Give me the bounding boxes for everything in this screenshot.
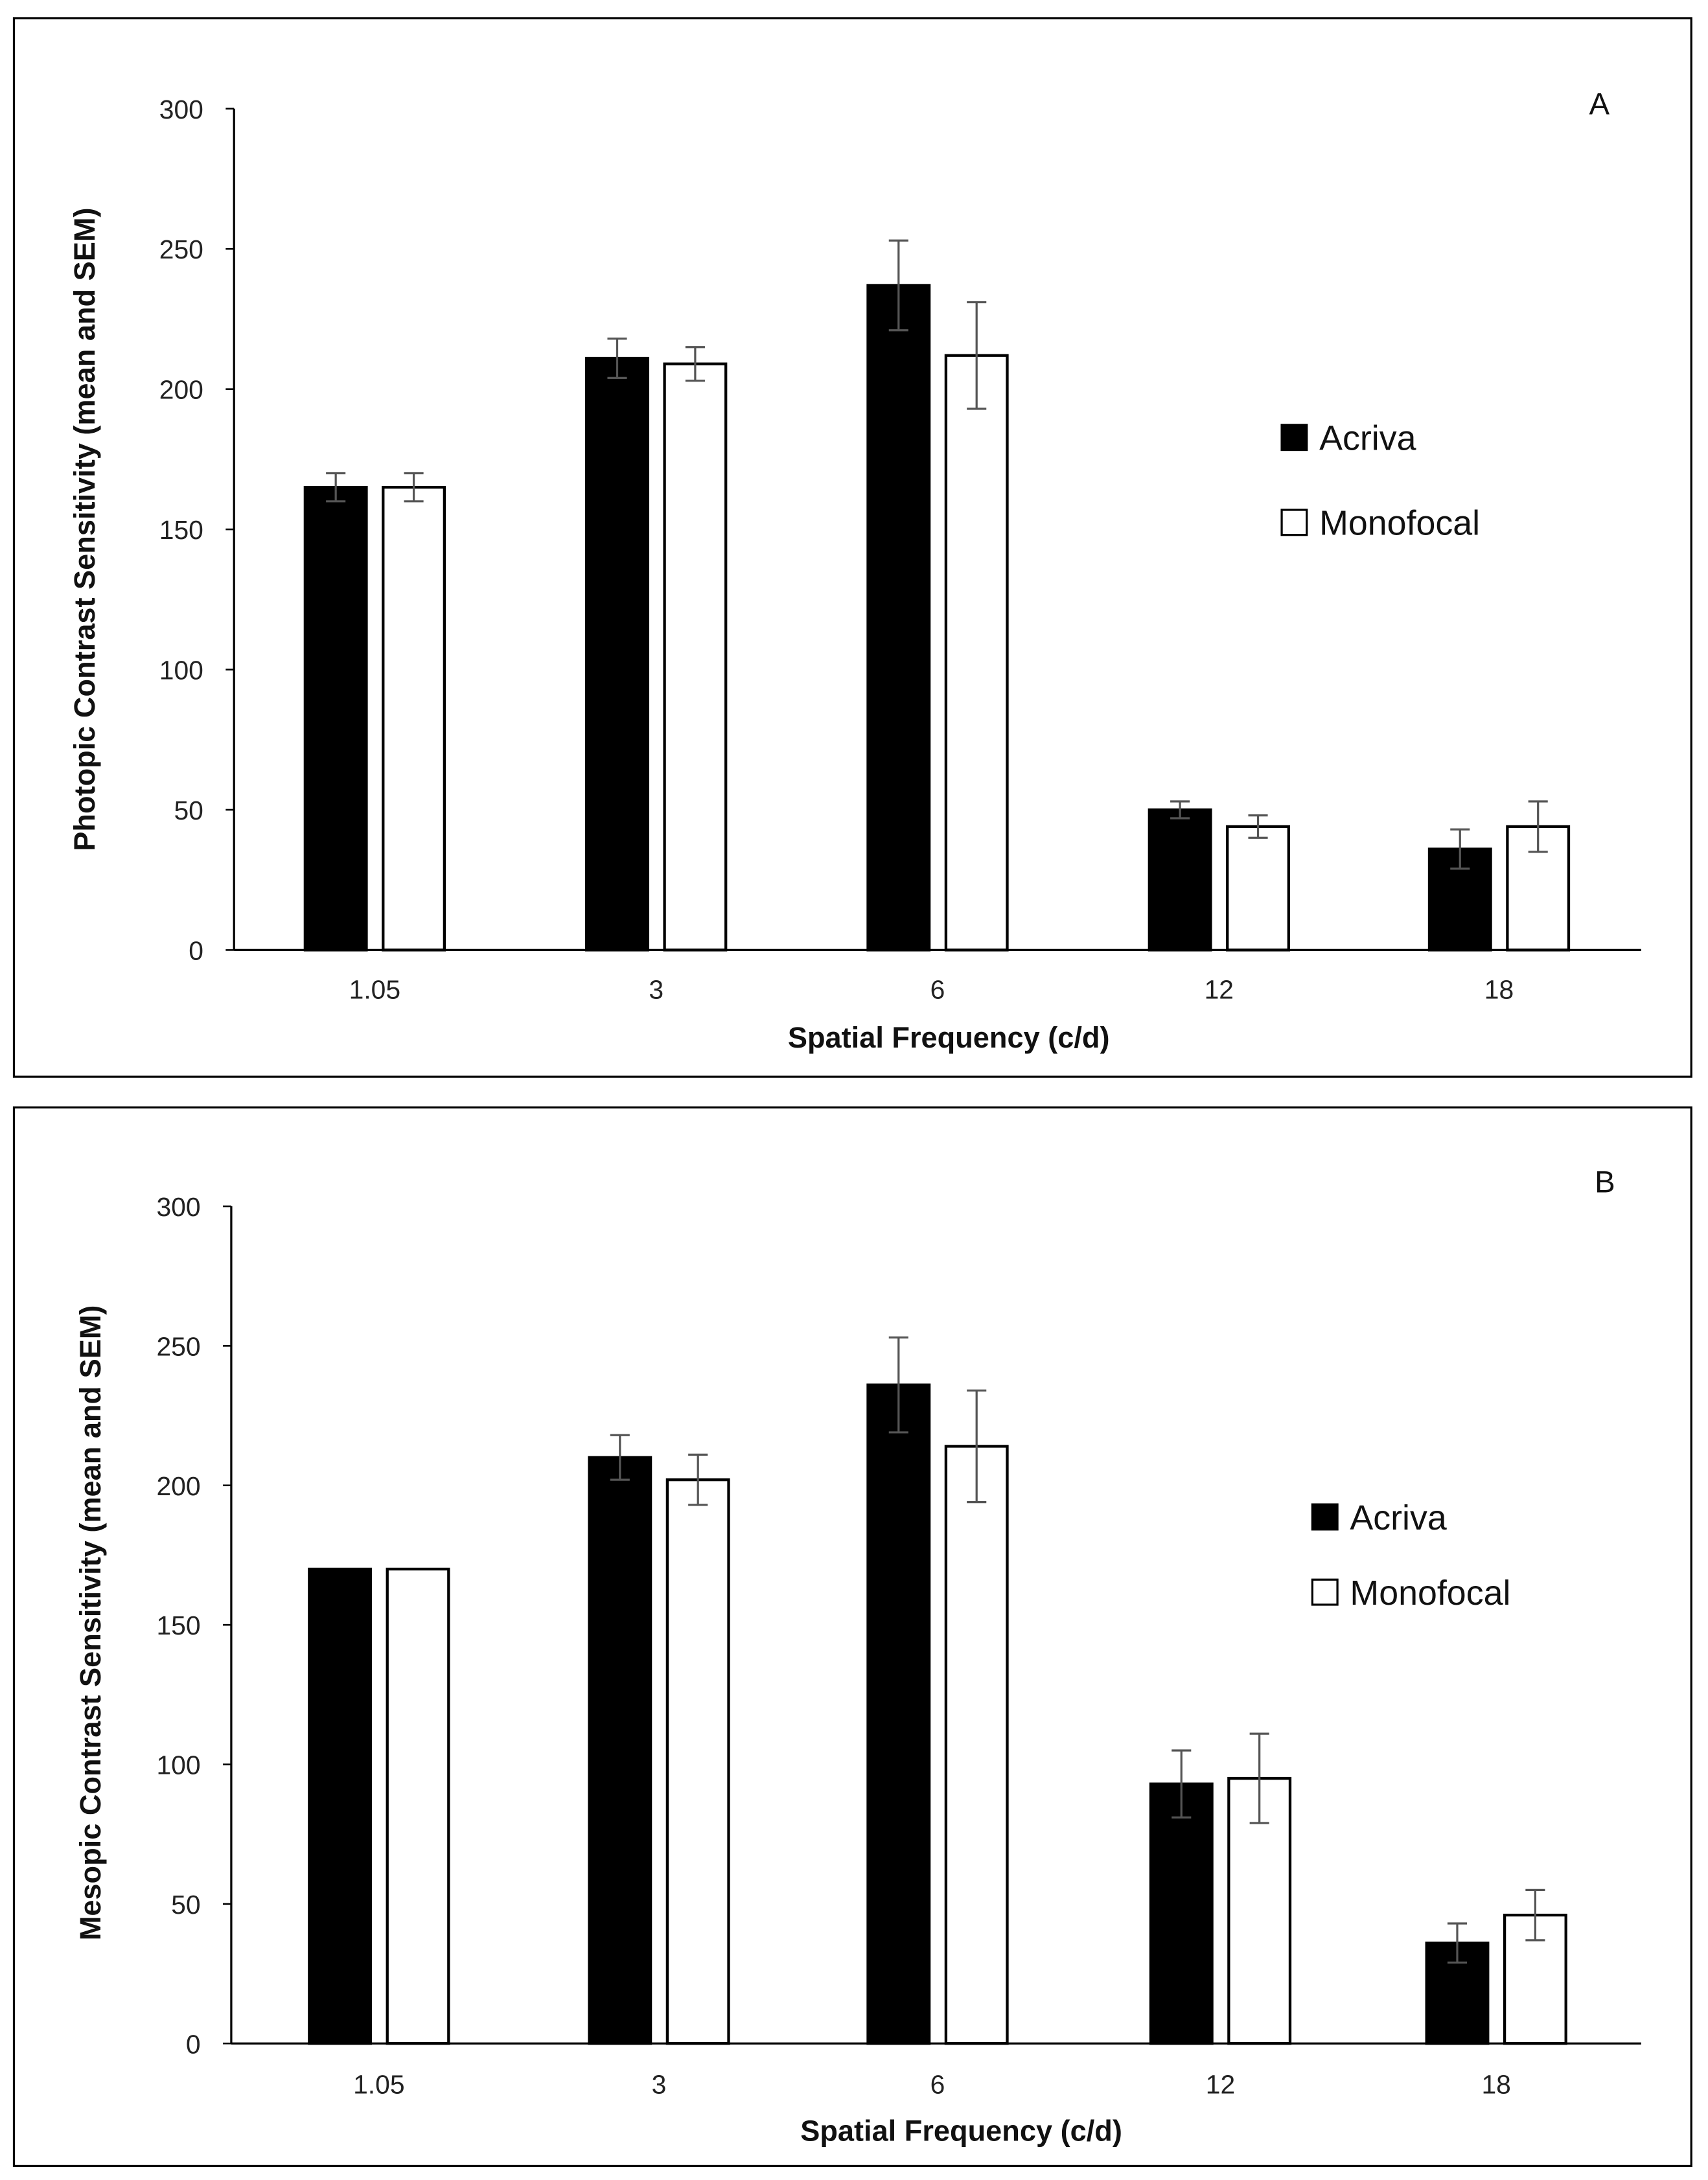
bar-monofocal xyxy=(663,362,728,952)
y-axis-title: Photopic Contrast Sensitivity (mean and … xyxy=(68,207,101,851)
y-tick-label: 300 xyxy=(156,1192,200,1222)
y-tick-label: 250 xyxy=(159,235,203,264)
x-tick-label: 1.05 xyxy=(349,975,401,1005)
legend-swatch-acriva xyxy=(1311,1503,1339,1531)
x-tick-label: 12 xyxy=(1206,2070,1235,2100)
x-tick-label: 3 xyxy=(649,975,664,1005)
x-tick-label: 3 xyxy=(652,2070,667,2100)
panel-letter: B xyxy=(1595,1165,1615,1200)
chart-panel-b: 0 50 100 150 200 250 300 1.05 3 6 12 18 Acriva Monofo… xyxy=(12,1106,1692,2168)
x-tick-label: 6 xyxy=(930,2070,945,2100)
y-tick-label: 200 xyxy=(156,1471,200,1501)
bar-acriva xyxy=(585,356,649,952)
panel-letter: A xyxy=(1589,87,1610,121)
bar-acriva xyxy=(866,284,931,952)
y-tick-label: 0 xyxy=(186,2029,201,2059)
bar-monofocal xyxy=(665,1478,730,2045)
y-tick-label: 50 xyxy=(171,1890,200,1920)
y-tick-label: 50 xyxy=(174,796,203,825)
panel-frame xyxy=(12,1106,1692,2168)
x-axis-title: Spatial Frequency (c/d) xyxy=(788,1021,1110,1054)
y-tick-label: 150 xyxy=(159,515,203,545)
x-tick-label: 1.05 xyxy=(353,2070,405,2100)
y-axis-title: Mesopic Contrast Sensitivity (mean and S… xyxy=(74,1305,107,1941)
bar-acriva xyxy=(588,1456,652,2045)
legend-label-monofocal: Monofocal xyxy=(1350,1574,1510,1612)
y-tick-label: 150 xyxy=(156,1611,200,1640)
legend-swatch-monofocal xyxy=(1311,1578,1339,1606)
legend-label-acriva: Acriva xyxy=(1350,1498,1446,1537)
bar-acriva xyxy=(866,1383,931,2045)
bar-acriva xyxy=(1149,1782,1214,2045)
x-tick-label: 6 xyxy=(930,975,945,1005)
bar-monofocal xyxy=(1226,825,1290,952)
x-axis-title: Spatial Frequency (c/d) xyxy=(800,2115,1122,2148)
bar-acriva xyxy=(303,486,368,952)
bar-monofocal xyxy=(382,486,446,952)
y-tick-label: 250 xyxy=(156,1331,200,1361)
bar-monofocal xyxy=(386,1567,450,2045)
bar-acriva xyxy=(1148,808,1212,952)
legend-label-monofocal: Monofocal xyxy=(1319,504,1480,543)
bar-acriva xyxy=(308,1567,373,2045)
x-tick-label: 18 xyxy=(1481,2070,1510,2100)
legend-label-acriva: Acriva xyxy=(1319,419,1416,458)
x-tick-label: 12 xyxy=(1205,975,1234,1005)
chart-panel-a: 0 50 100 150 200 250 300 1.05 3 6 12 18 Acriva Monofo… xyxy=(12,17,1692,1078)
bar-monofocal xyxy=(944,354,1009,952)
y-tick-label: 200 xyxy=(159,375,203,405)
legend-swatch-acriva xyxy=(1280,424,1308,452)
legend-swatch-monofocal xyxy=(1280,509,1308,536)
y-tick-label: 0 xyxy=(189,935,203,965)
panel-frame xyxy=(12,17,1692,1078)
y-tick-label: 100 xyxy=(156,1750,200,1780)
y-tick-label: 300 xyxy=(159,95,203,124)
x-tick-label: 18 xyxy=(1484,975,1514,1005)
bar-monofocal xyxy=(944,1445,1009,2045)
y-tick-label: 100 xyxy=(159,656,203,685)
